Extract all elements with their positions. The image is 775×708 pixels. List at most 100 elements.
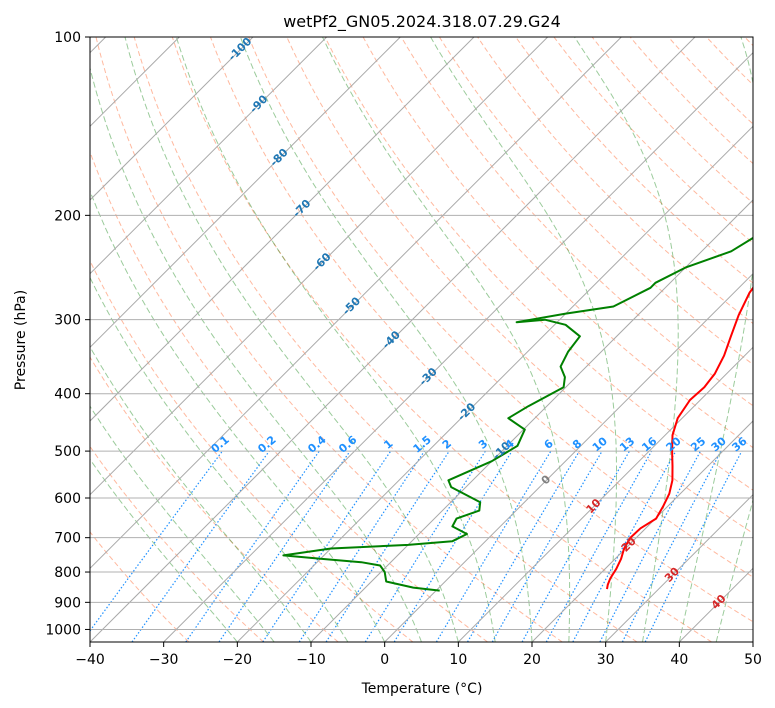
isotherm-line xyxy=(752,641,753,642)
mixing-ratio-line xyxy=(572,450,677,642)
temperature-profile-line xyxy=(606,286,753,590)
mixing-ratio-line xyxy=(393,450,513,642)
dry-adiabat-line xyxy=(706,37,753,86)
isobar-gridlines xyxy=(90,37,753,630)
x-tick-label: −40 xyxy=(75,652,105,668)
mixing-ratio-line xyxy=(218,450,351,642)
x-tick-label: 40 xyxy=(670,652,688,668)
dry-adiabat-line xyxy=(324,37,753,491)
x-axis-ticks: −40 −30 −20 −10 0 10 20 30 40 50 xyxy=(75,642,762,668)
mixing-ratio-label: 0.4 xyxy=(305,433,329,456)
isotherm-line xyxy=(678,567,753,642)
mixing-ratio-label: 6 xyxy=(542,437,556,452)
moist-adiabat-line xyxy=(322,37,571,642)
x-tick-label: 10 xyxy=(449,652,467,668)
isotherm-line xyxy=(236,125,753,642)
mixing-ratio-label: 0.1 xyxy=(209,433,232,455)
dry-adiabat-line xyxy=(210,37,753,623)
mixing-ratio-line xyxy=(90,450,223,632)
x-tick-label: 50 xyxy=(744,652,762,668)
chart-title: wetPf2_GN05.2024.318.07.29.G24 xyxy=(283,12,561,32)
isotherm-line xyxy=(310,199,753,642)
dry-adiabat-line xyxy=(90,445,264,642)
isotherm-label: -100 xyxy=(226,35,255,64)
dry-adiabat-line xyxy=(400,37,753,407)
isotherm-line xyxy=(457,346,753,642)
dry-adiabat-line xyxy=(95,37,563,642)
isotherm-line xyxy=(384,272,753,642)
dry-adiabat-line xyxy=(90,356,339,642)
mixing-ratio-label: 0.6 xyxy=(336,433,360,456)
x-tick-label: 0 xyxy=(380,652,389,668)
moist-adiabat-line xyxy=(239,37,533,642)
moist-adiabat-line xyxy=(430,37,617,642)
dry-adiabat-line xyxy=(477,37,753,325)
mixing-ratio-label: 1.5 xyxy=(411,433,434,455)
mixing-ratio-lines xyxy=(90,450,743,642)
isotherm-line xyxy=(163,51,753,642)
moist-adiabat-line xyxy=(175,37,496,642)
isotherm-line xyxy=(90,37,475,422)
moist-adiabat-line xyxy=(90,405,275,642)
isotherm-line xyxy=(90,37,622,570)
dry-adiabat-line xyxy=(515,37,753,284)
mixing-ratio-line xyxy=(131,450,270,642)
y-tick-label: 400 xyxy=(54,387,81,403)
moist-adiabat-line xyxy=(90,65,422,642)
dry-adiabat-line xyxy=(744,37,753,47)
dry-adiabat-line xyxy=(90,259,414,642)
dry-adiabat-line xyxy=(553,37,753,244)
dry-adiabat-line xyxy=(668,37,753,125)
x-axis-label: Temperature (°C) xyxy=(361,681,483,697)
moist-adiabat-line xyxy=(90,189,386,642)
isotherm-line xyxy=(90,37,254,201)
y-tick-label: 800 xyxy=(54,565,81,581)
x-tick-label: 30 xyxy=(597,652,615,668)
isotherm-label: -40 xyxy=(380,328,403,351)
dry-adiabat-line xyxy=(90,150,488,642)
y-tick-label: 200 xyxy=(54,208,81,224)
mixing-ratio-line xyxy=(599,450,702,642)
isotherm-line xyxy=(90,37,549,496)
y-tick-label: 900 xyxy=(54,595,81,611)
moist-adiabat-line xyxy=(90,458,238,642)
moist-adiabats xyxy=(90,37,753,642)
isotherm-line xyxy=(90,37,696,642)
dry-adiabat-line xyxy=(133,37,638,642)
dry-adiabat-line xyxy=(248,37,753,578)
moist-adiabat-line xyxy=(574,37,679,642)
mixing-ratio-line xyxy=(364,450,486,642)
dewpoint-profile-line xyxy=(282,236,753,592)
isotherm-label: 30 xyxy=(662,565,682,585)
profile-series xyxy=(282,236,753,592)
moist-adiabat-line xyxy=(124,37,459,642)
isotherm-line xyxy=(531,420,753,642)
moist-adiabat-line xyxy=(90,276,349,642)
mixing-ratio-label: 0.2 xyxy=(255,433,278,455)
isotherm-label: -20 xyxy=(455,400,478,423)
y-tick-label: 600 xyxy=(54,491,81,507)
mixing-ratio-labels: 0.1 0.2 0.4 0.6 1 1.5 2 3 4 6 8 10 13 16 20 25 30 36 xyxy=(209,433,750,456)
isotherm-line xyxy=(605,493,753,642)
isotherm-label: -60 xyxy=(310,250,333,273)
y-tick-label: 300 xyxy=(54,313,81,329)
moist-adiabat-line xyxy=(678,37,753,642)
mixing-ratio-line xyxy=(521,450,631,642)
x-tick-label: −10 xyxy=(296,652,326,668)
dry-adiabat-line xyxy=(171,37,712,642)
y-tick-label: 500 xyxy=(54,444,81,460)
y-axis-label: Pressure (hPa) xyxy=(13,290,29,390)
dry-adiabat-line xyxy=(591,37,753,204)
mixing-ratio-line xyxy=(185,450,320,642)
mixing-ratio-line xyxy=(644,450,743,642)
dry-adiabat-line xyxy=(438,37,753,365)
mixing-ratio-label: 2 xyxy=(440,437,454,452)
y-tick-label: 700 xyxy=(54,531,81,547)
mixing-ratio-label: 1 xyxy=(381,437,395,452)
x-tick-label: −30 xyxy=(149,652,179,668)
dry-adiabat-line xyxy=(286,37,753,534)
moist-adiabat-line xyxy=(90,345,312,642)
isotherms xyxy=(90,37,753,642)
